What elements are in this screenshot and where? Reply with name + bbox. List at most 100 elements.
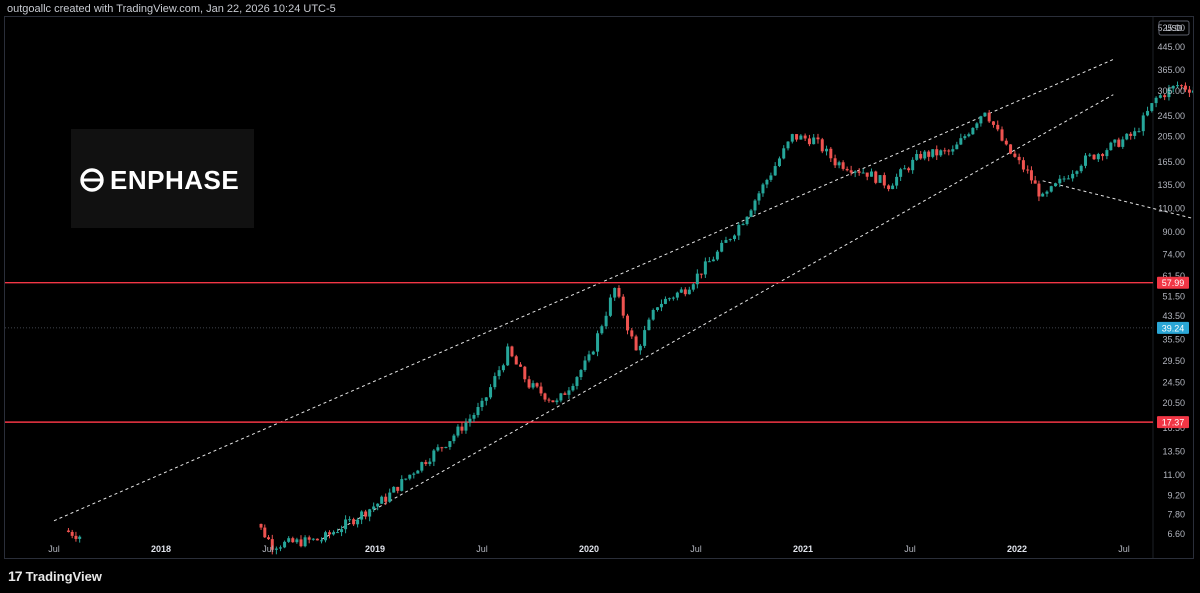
candle[interactable] xyxy=(456,426,460,436)
candle[interactable] xyxy=(861,172,865,174)
candle[interactable] xyxy=(996,124,1000,130)
candle[interactable] xyxy=(291,538,295,543)
candle[interactable] xyxy=(555,400,559,403)
candle[interactable] xyxy=(1137,131,1141,133)
candle[interactable] xyxy=(907,168,911,171)
candle[interactable] xyxy=(630,330,634,337)
candle[interactable] xyxy=(1101,154,1105,157)
channel-line-lower-down[interactable] xyxy=(1042,180,1193,385)
candle[interactable] xyxy=(963,136,967,139)
candle[interactable] xyxy=(935,149,939,156)
candle[interactable] xyxy=(1154,97,1158,104)
candle[interactable] xyxy=(400,479,404,491)
candle[interactable] xyxy=(1045,191,1049,194)
candle[interactable] xyxy=(420,462,424,471)
candle[interactable] xyxy=(955,144,959,150)
candle[interactable] xyxy=(911,159,915,171)
candle[interactable] xyxy=(1121,139,1125,147)
candle[interactable] xyxy=(440,447,444,449)
candle[interactable] xyxy=(315,538,319,541)
candle[interactable] xyxy=(336,532,340,534)
candle[interactable] xyxy=(741,224,745,226)
candle[interactable] xyxy=(923,151,927,159)
currency-button[interactable] xyxy=(1158,20,1190,36)
candle[interactable] xyxy=(283,541,287,548)
candle[interactable] xyxy=(1075,171,1079,174)
candle[interactable] xyxy=(587,354,591,361)
candle[interactable] xyxy=(790,134,794,142)
candle[interactable] xyxy=(1129,133,1133,136)
candle[interactable] xyxy=(480,400,484,408)
candle[interactable] xyxy=(687,289,691,295)
candle[interactable] xyxy=(1066,178,1070,180)
candle[interactable] xyxy=(724,240,728,243)
candle[interactable] xyxy=(745,216,749,225)
candle[interactable] xyxy=(571,385,575,391)
candle[interactable] xyxy=(647,319,651,331)
candle[interactable] xyxy=(384,496,388,502)
candle[interactable] xyxy=(951,149,955,152)
channel-line-upper-left[interactable] xyxy=(53,58,1114,522)
candle[interactable] xyxy=(501,365,505,371)
candle[interactable] xyxy=(833,158,837,166)
chart-frame[interactable]: ENPHASEiiiivEEEEEEEEEJul2018Jul2019Jul20… xyxy=(4,16,1194,559)
candle[interactable] xyxy=(761,184,765,194)
candle[interactable] xyxy=(1033,180,1037,184)
candle[interactable] xyxy=(596,333,600,352)
candle[interactable] xyxy=(352,519,356,525)
candle[interactable] xyxy=(720,242,724,252)
candle[interactable] xyxy=(757,193,761,201)
candle[interactable] xyxy=(655,307,659,310)
candle[interactable] xyxy=(489,387,493,398)
candle[interactable] xyxy=(753,200,757,211)
candle[interactable] xyxy=(837,162,841,166)
candle[interactable] xyxy=(691,284,695,290)
candle[interactable] xyxy=(613,287,617,298)
candle[interactable] xyxy=(380,496,384,504)
candle[interactable] xyxy=(523,366,527,380)
candle[interactable] xyxy=(484,397,488,401)
plot-area[interactable] xyxy=(5,17,1153,558)
candle[interactable] xyxy=(1009,144,1013,154)
candle[interactable] xyxy=(927,151,931,157)
candle[interactable] xyxy=(392,486,396,493)
candle[interactable] xyxy=(340,529,344,533)
candle[interactable] xyxy=(444,446,448,448)
candle[interactable] xyxy=(267,537,271,540)
candle[interactable] xyxy=(424,462,428,465)
candle[interactable] xyxy=(777,158,781,167)
candle[interactable] xyxy=(567,390,571,395)
candle[interactable] xyxy=(728,239,732,241)
candle[interactable] xyxy=(621,296,625,316)
candle[interactable] xyxy=(388,492,392,502)
candle[interactable] xyxy=(626,315,630,331)
candle[interactable] xyxy=(634,336,638,351)
candle[interactable] xyxy=(604,315,608,327)
candle[interactable] xyxy=(651,309,655,320)
candle[interactable] xyxy=(1021,160,1025,170)
candle[interactable] xyxy=(448,441,452,447)
candle[interactable] xyxy=(1163,95,1167,98)
candle[interactable] xyxy=(1158,95,1162,98)
candle[interactable] xyxy=(1004,140,1008,145)
candle[interactable] xyxy=(903,168,907,170)
candle[interactable] xyxy=(841,162,845,169)
candle[interactable] xyxy=(514,356,518,365)
candle[interactable] xyxy=(749,210,753,217)
candle[interactable] xyxy=(675,292,679,298)
candle[interactable] xyxy=(737,224,741,236)
candle[interactable] xyxy=(895,176,899,186)
candle[interactable] xyxy=(608,297,612,316)
candle[interactable] xyxy=(299,539,303,547)
candle[interactable] xyxy=(773,166,777,176)
candle[interactable] xyxy=(663,298,667,304)
candle[interactable] xyxy=(70,531,74,536)
candle[interactable] xyxy=(795,134,799,140)
candle[interactable] xyxy=(638,345,642,351)
candle[interactable] xyxy=(539,386,543,394)
candle[interactable] xyxy=(679,289,683,293)
candle[interactable] xyxy=(983,112,987,117)
candle[interactable] xyxy=(575,377,579,386)
candle[interactable] xyxy=(915,154,919,160)
candle[interactable] xyxy=(671,297,675,299)
